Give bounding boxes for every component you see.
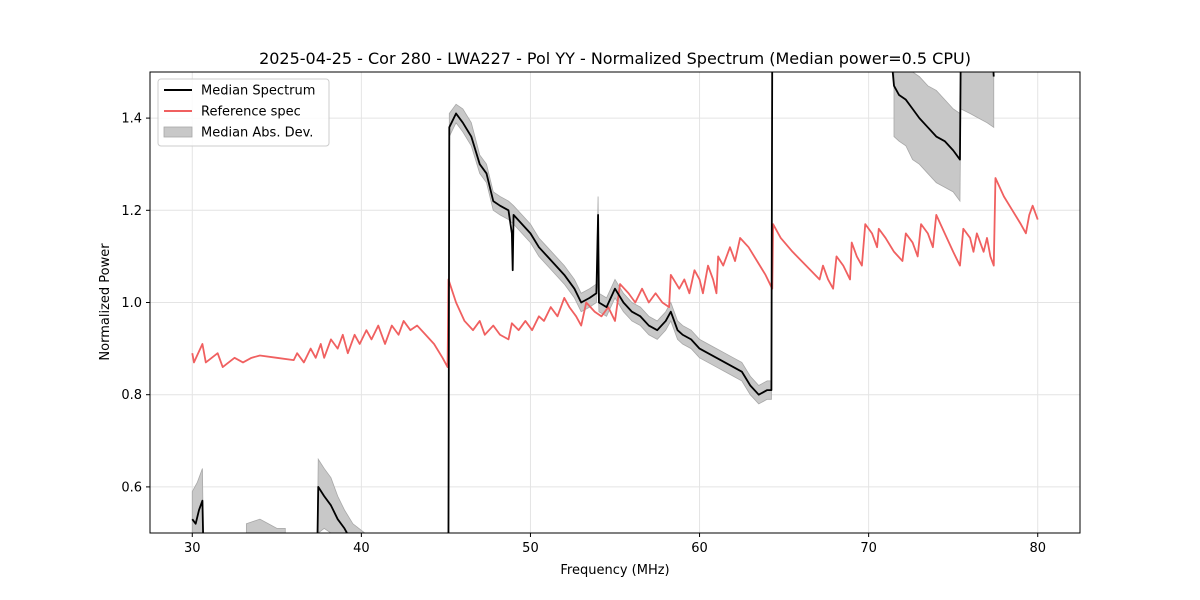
- median-spectrum-line: [316, 485, 349, 533]
- x-tick-label: 40: [353, 541, 370, 556]
- mad-band-region: [448, 103, 772, 405]
- x-axis-label: Frequency (MHz): [560, 563, 669, 578]
- y-tick-label: 0.6: [121, 480, 142, 495]
- mad-band-region: [893, 72, 995, 203]
- legend: Median Spectrum Reference spec Median Abs.…: [157, 78, 330, 147]
- mad-band-region: [191, 468, 204, 533]
- mad-band-region: [245, 518, 286, 533]
- median-spectrum-line: [891, 72, 962, 161]
- x-tick-label: 50: [522, 541, 539, 556]
- legend-label: Median Abs. Dev.: [201, 126, 313, 141]
- legend-box: [157, 78, 330, 147]
- legend-label: Reference spec: [201, 105, 301, 120]
- reference-spec-line: [191, 177, 1039, 368]
- grid: [150, 72, 1080, 533]
- y-tick-label: 1.0: [121, 296, 142, 311]
- legend-label: Median Spectrum: [201, 84, 315, 99]
- y-axis-label: Normalized Power: [98, 243, 113, 361]
- x-tick-label: 60: [691, 541, 708, 556]
- x-tick-label: 70: [860, 541, 877, 556]
- x-tick-label: 30: [184, 541, 201, 556]
- x-tick-label: 80: [1029, 541, 1046, 556]
- data-layer: [191, 72, 1039, 533]
- y-tick-label: 0.8: [121, 388, 142, 403]
- chart-title: 2025-04-25 - Cor 280 - LWA227 - Pol YY -…: [259, 49, 971, 68]
- median-spectrum-line: [191, 499, 204, 533]
- y-tick-label: 1.2: [121, 204, 142, 219]
- y-tick-label: 1.4: [121, 112, 142, 127]
- median-spectrum-line: [447, 72, 774, 533]
- mad-band-region: [316, 457, 366, 533]
- axis-ticks: 30 40 50 60 70 80 0.6 0.8 1.0 1.2 1.4: [121, 112, 1046, 556]
- legend-swatch: [163, 126, 193, 138]
